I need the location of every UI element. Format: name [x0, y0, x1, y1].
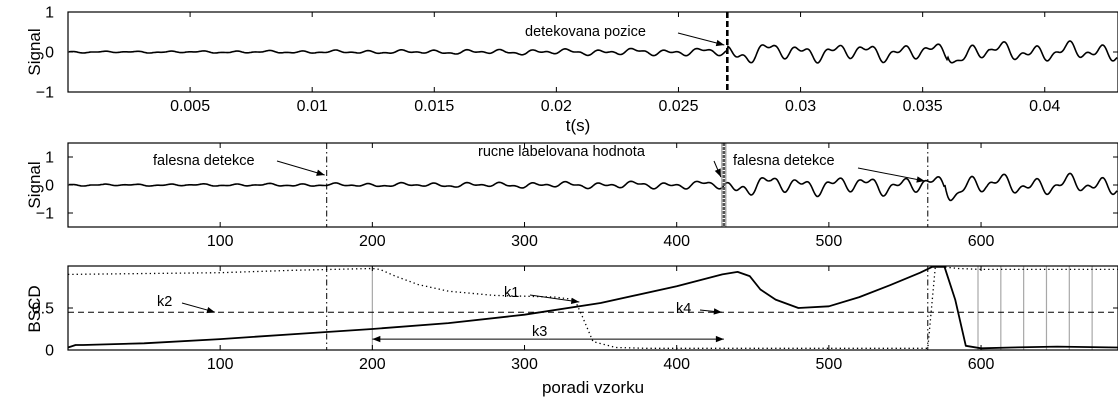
x-tick-label: 400	[663, 233, 690, 250]
annotation-k4: k4	[676, 301, 691, 317]
annotation-arrow-rucne-labelovana-head	[714, 168, 721, 177]
x-tick-label: 400	[663, 356, 690, 373]
x-tick-label: 300	[511, 233, 538, 250]
x-tick-label: 100	[207, 356, 234, 373]
annotation-arrow-k2-head	[206, 306, 215, 314]
panel-bscd: BSCD poradi vzorku k2 k1 k4 k3 100 200 300…	[25, 265, 1118, 397]
x-tick-label: 0.015	[414, 98, 454, 115]
y-tick-label: −1	[36, 85, 54, 102]
annotation-falesna-detekce-2: falesna detekce	[733, 153, 835, 169]
x-tick-label: 0.025	[658, 98, 698, 115]
interval-label-k3: k3	[532, 324, 547, 340]
annotation-rucne-labelovana-hodnota: rucne labelovana hodnota	[478, 144, 646, 160]
x-tick-label: 300	[511, 356, 538, 373]
annotation-falesna-detekce-1: falesna detekce	[153, 153, 255, 169]
annotation-k1: k1	[504, 285, 519, 301]
x-axis-label-signal-time: t(s)	[566, 116, 591, 135]
y-tick-label: 1	[45, 5, 54, 22]
annotation-k2: k2	[157, 294, 172, 310]
x-tick-label: 0.03	[785, 98, 816, 115]
x-tick-label: 100	[207, 233, 234, 250]
y-axis-label-signal-time: Signal	[25, 28, 44, 75]
annotation-arrow-falesna-detekce-2	[857, 167, 925, 182]
annotation-arrow-falesna-detekce-1-head	[316, 169, 325, 176]
annotation-arrow-falesna-detekce-2-head	[916, 176, 925, 183]
panel-signal-samples: Signal falesna detekce rucne labelovana …	[25, 142, 1118, 250]
y-tick-label: 0	[45, 45, 54, 62]
signal-trace	[68, 40, 1118, 64]
annotation-arrow-k4-head	[713, 308, 722, 315]
x-tick-label: 0.04	[1029, 98, 1060, 115]
y-tick-label: 0	[45, 343, 54, 360]
x-tick-label: 0.005	[170, 98, 210, 115]
x-tick-label: 500	[816, 356, 843, 373]
signal-trace	[68, 172, 1118, 202]
x-tick-label: 600	[968, 356, 995, 373]
x-tick-label: 0.01	[297, 98, 328, 115]
annotation-arrow-detekovana-pozice-head	[715, 39, 725, 47]
x-tick-label: 200	[359, 356, 386, 373]
annotation-arrow-k1-head	[570, 297, 580, 305]
y-axis-label-bscd: BSCD	[25, 285, 44, 332]
x-tick-label: 0.035	[903, 98, 943, 115]
annotation-arrow-falesna-detekce-1	[276, 160, 325, 176]
y-tick-label: 0.5	[32, 301, 54, 318]
interval-arrow-right-head	[715, 335, 724, 343]
x-tick-label: 200	[359, 233, 386, 250]
x-axis-label-bscd: poradi vzorku	[542, 378, 644, 397]
x-tick-label: 500	[816, 233, 843, 250]
annotation-detekovana-pozice: detekovana pozice	[525, 24, 646, 40]
bscd-series-solid	[67, 265, 1118, 350]
y-axis-label-signal-samples: Signal	[25, 161, 44, 208]
interval-arrow-left-head	[372, 335, 381, 343]
plot-frame-bscd	[67, 265, 1118, 351]
panel-signal-time: Signal t(s) detekovana pozice 0.005 0.01 0…	[25, 5, 1118, 135]
bscd-series-dotted	[67, 265, 1118, 349]
annotation-arrow-k1	[529, 294, 580, 303]
x-tick-label: 0.02	[541, 98, 572, 115]
y-tick-label: 0	[45, 178, 54, 195]
y-tick-label: −1	[36, 206, 54, 223]
x-tick-label: 600	[968, 233, 995, 250]
y-tick-label: 1	[45, 150, 54, 167]
